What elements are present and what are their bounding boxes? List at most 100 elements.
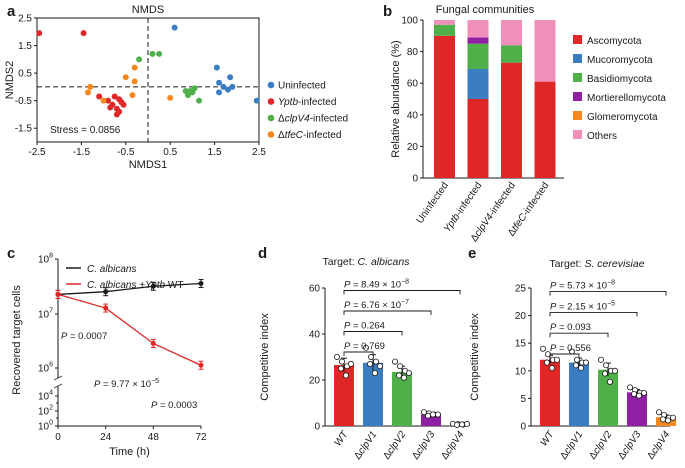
ci-category-label: ΔclpV3 <box>410 429 437 462</box>
ci-y-tick: 15 <box>515 339 527 350</box>
growth-xlabel: Time (h) <box>109 446 150 458</box>
growth-point <box>198 362 204 368</box>
nmds-point <box>216 89 223 96</box>
growth-point <box>150 340 156 346</box>
nmds-ylabel: NMDS2 <box>4 61 16 100</box>
ci-replicate-point <box>342 372 349 379</box>
fungal-legend-label: Mucoromycota <box>587 55 653 66</box>
fungal-legend-swatch <box>573 35 582 44</box>
nmds-point <box>87 83 94 90</box>
ci-category-label: ΔclpV2 <box>587 429 614 462</box>
ci-comparison-p-value: P = 0.264 <box>344 321 385 332</box>
ci-replicate-point <box>338 358 345 365</box>
ci-replicate-point <box>670 414 677 421</box>
fungal-bar-segment <box>467 43 489 69</box>
ci-comparison-p-value: P = 5.73 × 10−8 <box>550 280 615 292</box>
ci-y-tick: 40 <box>309 330 321 341</box>
nmds-point <box>171 24 178 31</box>
ci-comparison-bracket <box>343 290 461 295</box>
growth-axis-break <box>53 383 63 389</box>
nmds-point <box>100 97 107 104</box>
ci-bar <box>540 359 560 426</box>
nmds-point <box>80 30 87 37</box>
nmds-point <box>131 64 138 71</box>
ci-comparison-bracket <box>549 311 638 317</box>
ci-comparison-bracket <box>549 291 667 296</box>
ci-replicate-point <box>405 370 412 377</box>
nmds-point <box>105 97 112 104</box>
fungal-legend-swatch <box>573 73 582 82</box>
ci-comparison-bracket <box>343 310 432 315</box>
ci-y-tick: 5 <box>520 394 526 405</box>
nmds-title: NMDS <box>132 4 164 16</box>
nmds-x-tick: -0.5 <box>117 147 135 158</box>
ci-replicate-point <box>434 411 441 418</box>
growth-series-line <box>57 282 202 296</box>
nmds-point <box>213 64 220 71</box>
ci-replicate-point <box>333 353 340 360</box>
nmds-point <box>129 92 136 99</box>
growth-p-value: P = 0.0007 <box>61 331 107 342</box>
ci-comparison-p-value: P = 0.093 <box>550 322 591 333</box>
fungal-legend-label: Ascomycota <box>587 36 642 47</box>
ci-y-tick: 10 <box>515 366 527 377</box>
fungal-bar-segment <box>434 20 455 25</box>
nmds-legend-marker <box>267 81 275 89</box>
ci-replicate-point <box>540 345 547 352</box>
fungal-bar-segment <box>467 37 489 44</box>
ci-y-tick: 20 <box>309 376 321 387</box>
ci-replicate-point <box>636 392 643 399</box>
growth-point <box>103 289 109 295</box>
fungal-legend-swatch <box>573 92 582 101</box>
fungal-y-tick: 100 <box>401 16 418 27</box>
fungal-bar-segment <box>501 20 522 46</box>
ci-replicate-point <box>395 372 402 379</box>
fungal-bar-segment <box>534 20 556 82</box>
ci-comparison-bracket <box>549 353 580 358</box>
nmds-point <box>36 30 43 37</box>
nmds-point <box>187 88 194 95</box>
ci-replicate-point <box>347 360 354 367</box>
growth-x-tick: 24 <box>100 432 112 443</box>
nmds-point <box>253 97 260 104</box>
ci-comparison-p-value: P = 0.769 <box>344 341 385 352</box>
growth-p-value: P = 9.77 × 10−5 <box>94 378 159 390</box>
fungal-legend-label: Others <box>587 131 617 142</box>
ci-comparison-bracket <box>343 331 403 336</box>
nmds-point <box>85 89 92 96</box>
ci-category-label: WT <box>539 429 557 449</box>
panel-letter-e: e <box>468 245 476 262</box>
nmds-point <box>111 93 118 100</box>
ci-comparison-p-value: P = 2.15 × 10−5 <box>550 300 615 312</box>
fungal-bar-segment <box>467 68 489 99</box>
growth-axis-break <box>53 375 63 381</box>
fungal-y-tick: 80 <box>407 47 419 58</box>
ci-y-tick: 0 <box>520 422 526 433</box>
ci-replicate-point <box>400 374 407 381</box>
nmds-point <box>196 97 203 104</box>
ci-replicate-point <box>453 421 460 428</box>
nmds-x-tick: 0.5 <box>163 147 177 158</box>
fungal-category-label: Uninfected <box>415 180 451 225</box>
nmds-point <box>120 101 127 108</box>
ci-comparison-p-value: P = 0.556 <box>550 343 591 354</box>
growth-series-line <box>57 293 202 366</box>
ci-category-label: ΔclpV1 <box>558 429 585 461</box>
nmds-x-tick: -2.5 <box>28 147 46 158</box>
growth-point <box>55 291 61 297</box>
nmds-legend-label: Yptb-infected <box>278 97 336 108</box>
ci-replicate-point <box>549 365 556 372</box>
nmds-legend-marker <box>267 131 275 138</box>
fungal-legend-label: Mortierellomycota <box>587 93 666 104</box>
growth-point <box>103 305 109 311</box>
ci-bar <box>334 365 354 426</box>
ci-bar <box>392 371 412 426</box>
growth-y-tick: 102 <box>38 405 53 418</box>
competitive-index-chart-e: 0 5 10 15 20 25 Competitive index P = 0.556 P = … <box>469 280 677 433</box>
fungal-bar-segment <box>501 45 522 63</box>
nmds-y-tick: 1.5 <box>18 41 32 52</box>
nmds-point <box>131 78 138 85</box>
ci-replicate-point <box>367 353 374 360</box>
